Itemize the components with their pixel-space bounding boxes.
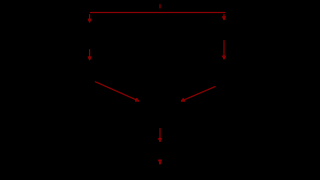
Bar <box>282 0 320 180</box>
Text: Failure of Na⁺⁺-K⁺ Pump: Failure of Na⁺⁺-K⁺ Pump <box>23 68 131 76</box>
Text: Lactic acedemia: Lactic acedemia <box>187 26 261 35</box>
Bar <box>0 0 38 180</box>
Text: Death of cell: Death of cell <box>131 148 189 158</box>
Text: Further decreased tissue
perfusion: Further decreased tissue perfusion <box>177 64 290 84</box>
Text: Irreversible damage to
cells: Irreversible damage to cells <box>38 26 141 46</box>
Text: Mitochondria swells up
and ruptures: Mitochondria swells up and ruptures <box>108 104 212 123</box>
